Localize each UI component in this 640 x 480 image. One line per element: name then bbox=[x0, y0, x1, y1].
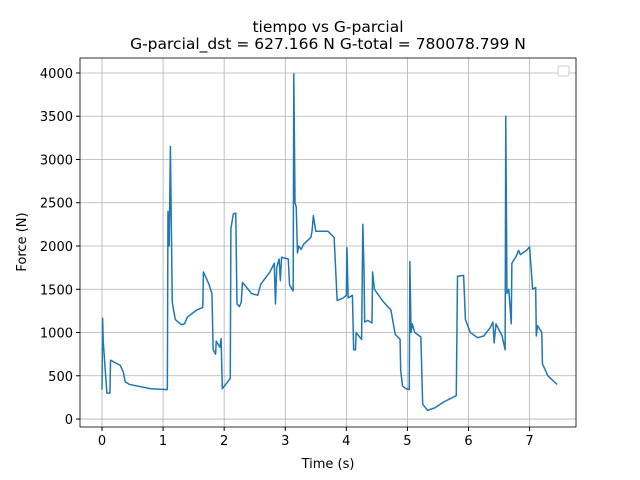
x-tick-label: 1 bbox=[159, 434, 167, 449]
x-axis-label: Time (s) bbox=[301, 457, 355, 472]
y-tick-label: 2500 bbox=[40, 197, 73, 212]
x-tick-label: 5 bbox=[403, 434, 411, 449]
y-axis-label: Force (N) bbox=[15, 212, 30, 271]
y-tick-label: 3000 bbox=[40, 153, 73, 168]
x-tick-label: 6 bbox=[464, 434, 472, 449]
data-line bbox=[101, 73, 558, 412]
legend-box bbox=[557, 65, 570, 77]
x-tick-label: 4 bbox=[342, 434, 350, 449]
y-tick-label: 500 bbox=[48, 370, 73, 385]
x-tick-label: 0 bbox=[98, 434, 106, 449]
x-tick-label: 2 bbox=[220, 434, 228, 449]
x-tick-label: 7 bbox=[525, 434, 533, 449]
chart-subtitle: G-parcial_dst = 627.166 N G-total = 7800… bbox=[130, 35, 526, 54]
chart-title: tiempo vs G-parcial bbox=[252, 18, 403, 36]
y-tick-label: 3500 bbox=[40, 110, 73, 125]
y-tick-label: 2000 bbox=[40, 240, 73, 255]
axes-frame bbox=[79, 57, 577, 428]
y-tick-label: 1500 bbox=[40, 283, 73, 298]
y-tick-label: 1000 bbox=[40, 327, 73, 342]
y-tick-label: 0 bbox=[65, 413, 73, 428]
y-tick-label: 4000 bbox=[40, 67, 73, 82]
x-tick-label: 3 bbox=[281, 434, 289, 449]
